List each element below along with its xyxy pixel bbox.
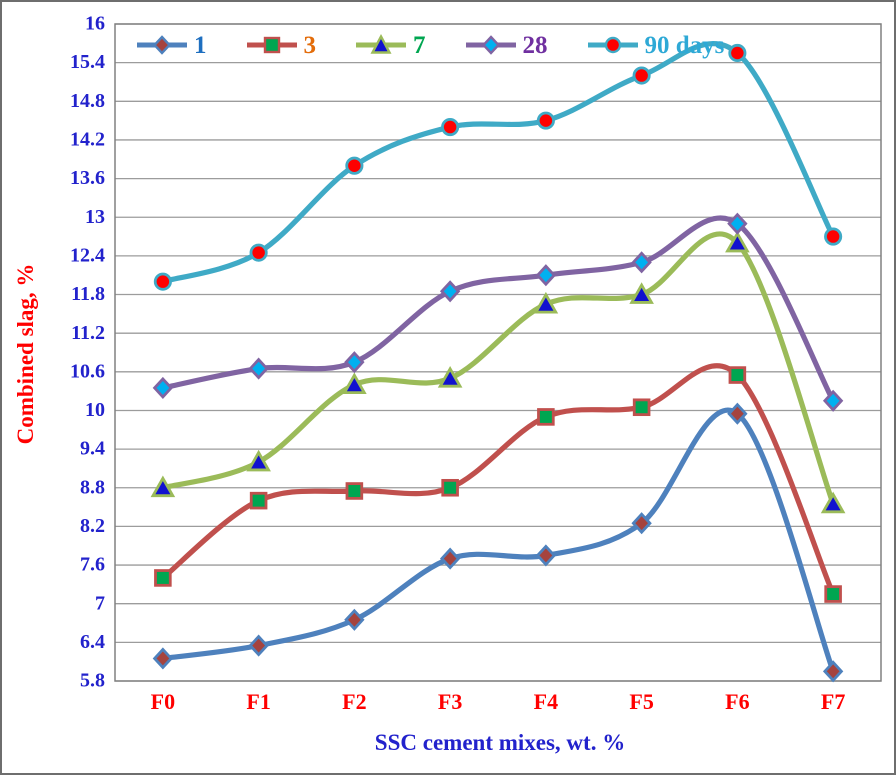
triangle-marker-icon [370,33,392,54]
data-point-3 [249,491,268,510]
legend-item-3: 3 [245,31,317,59]
y-tick-label: 11.2 [71,322,105,344]
chart-legend: 1 3 7 28 90 days [135,28,724,62]
y-tick-label: 16 [85,13,105,35]
legend-key-icon [587,36,638,54]
data-point-7 [725,230,750,253]
data-point-3 [345,482,364,500]
y-tick-label: 8.8 [80,476,105,498]
square-marker-icon [263,36,280,54]
y-tick-label: 6.4 [80,631,105,653]
series-line-7 [160,231,836,507]
x-tick-label: F4 [534,689,558,714]
legend-item-7: 7 [354,33,426,58]
legend-item-1: 1 [135,33,207,58]
legend-label: 90 days [644,31,725,59]
legend-label: 28 [522,31,548,59]
y-tick-label: 8.2 [80,515,105,537]
data-point-1 [439,547,461,570]
y-axis-title: Combined slag, % [13,263,38,445]
data-point-3 [154,569,172,587]
data-point-28 [631,251,652,274]
data-point-28 [822,389,844,412]
legend-key-icon [246,36,297,54]
circle-marker-icon [604,36,621,54]
data-point-3 [632,398,651,417]
legend-key-icon [465,35,516,55]
legend-label: 3 [303,31,317,59]
x-tick-label: F2 [342,689,366,714]
x-tick-label: F5 [629,689,653,714]
data-point-7 [820,491,846,514]
x-tick-label: F0 [151,689,175,714]
data-point-1 [535,544,557,567]
data-point-28 [439,280,461,303]
y-tick-label: 12.4 [70,244,105,266]
data-point-90-days [632,66,651,85]
x-tick-label: F7 [821,689,845,714]
data-point-28 [152,376,174,399]
data-point-3 [441,478,459,497]
legend-label: 1 [194,31,207,59]
y-tick-label: 15.4 [70,51,105,73]
data-point-28 [344,351,365,374]
y-tick-label: 10 [85,399,105,421]
series-line-3 [160,363,836,597]
data-point-90-days [345,156,364,175]
data-point-90-days [824,227,843,246]
x-tick-label: F6 [725,689,749,714]
data-point-1 [152,647,174,670]
data-point-90-days [249,243,268,262]
legend-label: 7 [413,31,426,59]
data-point-90-days [441,118,460,137]
data-point-1 [727,402,748,425]
x-tick-label: F1 [246,689,270,714]
data-point-28 [535,264,557,287]
legend-item-90-days: 90 days [586,31,725,59]
data-point-3 [537,408,555,426]
data-point-1 [248,634,269,657]
x-tick-label: F3 [438,689,462,714]
legend-item-28: 28 [464,33,548,58]
y-tick-label: 13.6 [70,167,105,189]
data-point-7 [437,365,463,388]
data-point-7 [150,475,176,498]
y-tick-label: 11.8 [71,283,105,305]
data-point-1 [631,512,652,535]
y-tick-label: 14.2 [70,129,105,151]
data-point-7 [246,449,271,472]
diamond-marker-icon [152,35,172,55]
y-tick-label: 7 [95,592,105,614]
data-point-90-days [536,111,555,130]
data-point-7 [629,282,654,304]
y-tick-label: 14.8 [70,90,105,112]
data-point-1 [822,660,844,683]
data-point-28 [727,212,748,235]
y-tick-label: 13 [85,206,105,228]
data-point-3 [728,366,747,384]
y-tick-label: 10.6 [70,360,105,382]
data-point-28 [248,357,269,380]
plot-border [114,23,882,682]
data-point-90-days [728,43,747,63]
y-tick-label: 7.6 [80,554,105,576]
data-point-90-days [153,272,172,291]
legend-key-icon [356,33,406,54]
legend-key-icon [137,35,187,55]
data-point-3 [824,585,842,603]
y-tick-label: 9.4 [80,438,105,460]
x-axis-title: SSC cement mixes, wt. % [374,730,626,755]
data-point-1 [344,608,365,631]
diamond-marker-icon [481,35,500,55]
y-tick-label: 5.8 [80,670,105,692]
data-point-7 [342,372,367,395]
data-point-7 [533,291,559,314]
